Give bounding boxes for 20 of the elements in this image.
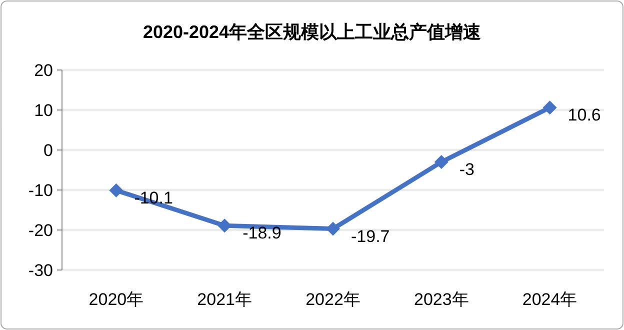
y-tick-label: 10 bbox=[34, 101, 53, 120]
x-tick-label: 2020年 bbox=[88, 290, 144, 309]
point bbox=[109, 183, 124, 198]
point bbox=[434, 155, 448, 169]
x-tick-label: 2022年 bbox=[306, 290, 360, 309]
y-tick-label: -30 bbox=[28, 261, 53, 280]
data-label: -19.7 bbox=[351, 226, 390, 246]
data-label: -18.9 bbox=[242, 224, 282, 243]
y-tick-label: -20 bbox=[28, 221, 53, 240]
point bbox=[542, 100, 557, 115]
x-tick-label: 2024年 bbox=[522, 290, 578, 309]
y-tick-label: 0 bbox=[44, 141, 53, 160]
data-label: 10.6 bbox=[568, 106, 601, 125]
x-tick-label: 2023年 bbox=[414, 290, 469, 309]
data-label: -3 bbox=[459, 160, 475, 179]
y-tick-label: -10 bbox=[28, 181, 53, 200]
x-tick-label: 2021年 bbox=[197, 290, 252, 309]
chart-title: 2020-2024年全区规模以上工业总产值增速 bbox=[142, 22, 482, 42]
y-tick-label: 20 bbox=[34, 61, 53, 80]
point bbox=[326, 222, 340, 236]
